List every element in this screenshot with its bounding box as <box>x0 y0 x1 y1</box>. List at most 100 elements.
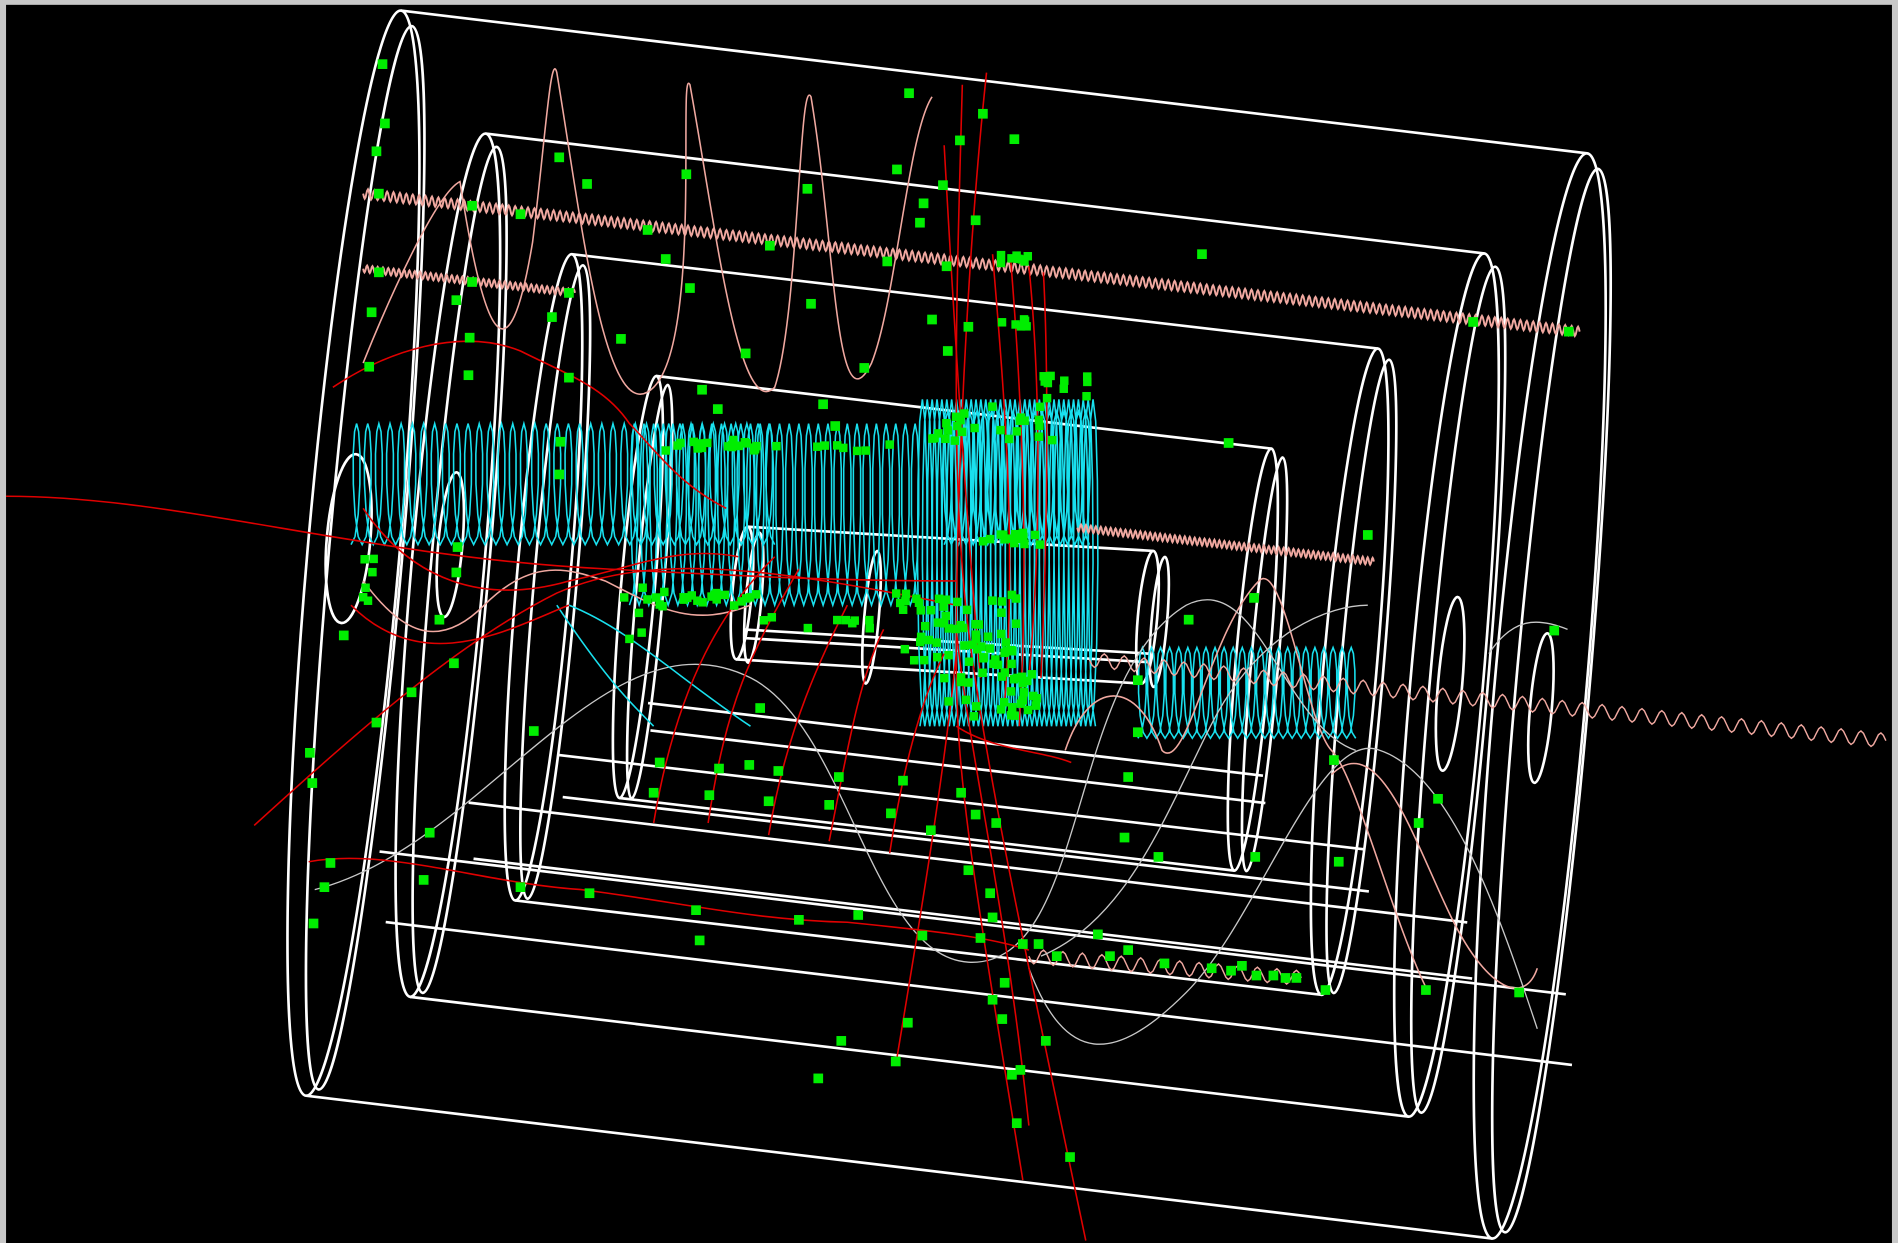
hit <box>932 638 941 647</box>
hit <box>924 635 933 645</box>
hit <box>651 593 661 602</box>
hit <box>955 135 965 146</box>
hit <box>960 409 969 418</box>
hit <box>991 655 1000 664</box>
hit <box>1183 614 1194 625</box>
hit <box>366 307 377 318</box>
hit <box>1010 529 1020 539</box>
hit <box>1268 970 1279 981</box>
hit <box>794 915 804 925</box>
hit <box>1563 326 1574 337</box>
hit <box>972 634 981 644</box>
end-cap <box>411 145 508 995</box>
hit <box>1226 965 1236 976</box>
hit <box>963 865 974 876</box>
hit <box>989 659 998 669</box>
hit <box>1009 674 1019 684</box>
hit <box>1028 691 1038 701</box>
hit <box>648 787 659 798</box>
end-cap <box>1409 265 1507 1115</box>
hit <box>950 436 960 445</box>
hit <box>693 596 702 605</box>
hit <box>1007 645 1016 655</box>
hit <box>707 592 716 601</box>
hit <box>1329 755 1339 765</box>
hit <box>681 169 692 180</box>
hit <box>643 595 652 604</box>
hit <box>1119 832 1130 843</box>
track <box>943 145 982 678</box>
hit <box>1223 438 1234 448</box>
hit <box>903 1017 913 1028</box>
hit <box>944 697 953 706</box>
hit <box>953 597 962 607</box>
hit <box>824 800 835 810</box>
hit <box>554 152 565 163</box>
hit <box>991 818 1002 828</box>
hit <box>763 796 774 807</box>
barrel-edge <box>409 995 1409 1119</box>
hit <box>368 567 377 577</box>
hit <box>319 882 330 893</box>
hit <box>424 827 435 838</box>
hit <box>1421 985 1431 995</box>
hit <box>886 808 896 819</box>
hit <box>813 1073 824 1084</box>
hit <box>956 787 966 798</box>
track <box>556 604 655 727</box>
hit <box>1082 372 1092 381</box>
hit <box>834 772 844 782</box>
hit <box>806 298 816 309</box>
hit <box>1016 322 1026 331</box>
hit <box>1007 254 1016 263</box>
barrel-edge <box>515 899 1322 997</box>
hit <box>1060 376 1069 385</box>
hit <box>584 888 595 899</box>
hit <box>957 427 967 437</box>
hit <box>956 620 965 630</box>
hit <box>1012 534 1021 544</box>
hit <box>660 254 671 264</box>
hit <box>1023 252 1033 261</box>
hit <box>939 602 948 611</box>
hit <box>744 760 755 770</box>
hit <box>698 598 707 607</box>
hit <box>978 668 987 678</box>
hit <box>861 446 870 455</box>
hit <box>307 778 318 788</box>
hit <box>1027 670 1037 679</box>
track <box>955 84 1087 1241</box>
helix <box>628 423 921 608</box>
hit <box>978 108 988 119</box>
hit <box>972 702 981 711</box>
hit <box>941 595 951 604</box>
hit <box>1011 594 1021 603</box>
hit <box>697 384 707 395</box>
barrel-edge <box>385 920 1573 1067</box>
hit <box>951 412 961 422</box>
hit <box>358 592 368 602</box>
barrel-edge <box>468 801 1468 924</box>
hit <box>968 640 977 649</box>
hit <box>940 673 949 683</box>
hit <box>660 587 669 597</box>
hit <box>969 712 979 721</box>
hit <box>691 905 701 916</box>
hit <box>915 637 925 647</box>
hit <box>1012 427 1022 436</box>
hit <box>1065 1152 1075 1162</box>
hit <box>658 602 667 611</box>
hit <box>528 726 539 736</box>
hit <box>693 444 702 453</box>
hit <box>1082 392 1091 401</box>
hit <box>1123 945 1133 955</box>
hit <box>943 426 953 435</box>
small-ring <box>1526 631 1555 785</box>
helix <box>1137 645 1357 740</box>
hit <box>909 656 919 665</box>
hit <box>638 583 647 592</box>
hit <box>564 372 574 383</box>
hit <box>988 402 997 411</box>
hit <box>697 443 707 453</box>
hit <box>463 370 474 381</box>
